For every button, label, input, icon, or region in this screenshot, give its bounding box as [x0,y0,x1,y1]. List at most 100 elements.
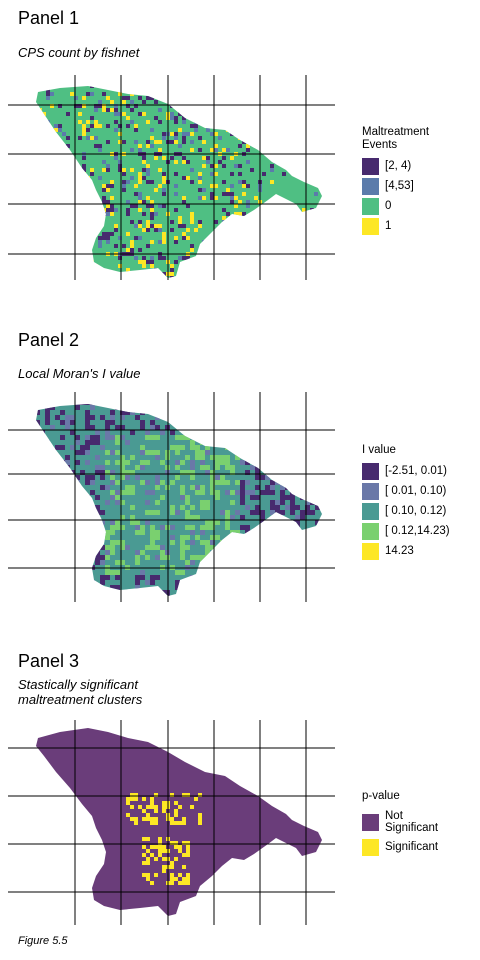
fishnet-cell [70,208,74,212]
fishnet-cell [60,600,65,605]
fishnet-cell [82,164,86,168]
fishnet-cell [80,525,85,530]
fishnet-cell [142,156,146,160]
fishnet-cell [318,128,322,132]
fishnet-cell [265,485,270,490]
fishnet-cell [155,545,160,550]
fishnet-cell [125,475,130,480]
fishnet-cell [310,585,315,590]
fishnet-cell [274,148,278,152]
fishnet-cell [255,465,260,470]
fishnet-cell [50,405,55,410]
fishnet-cell [40,595,45,596]
legend-item: [-2.51, 0.01) [362,461,450,481]
fishnet-cell [138,172,142,176]
fishnet-cell [195,490,200,495]
fishnet-cell [82,232,86,236]
fishnet-cell [182,865,186,869]
fishnet-cell [30,480,35,485]
fishnet-cell [85,530,90,535]
fishnet-cell [94,136,98,140]
fishnet-cell [45,460,50,465]
fishnet-cell [75,480,80,485]
fishnet-cell [178,256,182,260]
fishnet-cell [45,415,50,420]
fishnet-cell [185,500,190,505]
legend-item: Not Significant [362,807,438,837]
fishnet-cell [315,495,320,500]
fishnet-cell [94,144,98,148]
fishnet-cell [110,550,115,555]
fishnet-cell [294,96,298,100]
fishnet-cell [85,440,90,445]
fishnet-cell [140,465,145,470]
fishnet-cell [150,600,155,605]
fishnet-cell [198,92,202,96]
fishnet-cell [126,200,130,204]
fishnet-cell [246,144,250,148]
fishnet-cell [305,505,310,510]
fishnet-cell [170,405,175,410]
fishnet-cell [255,590,260,595]
fishnet-cell [122,284,126,288]
fishnet-cell [82,268,86,272]
fishnet-cell [162,809,166,813]
fishnet-cell [135,530,140,535]
fishnet-cell [210,525,215,530]
fishnet-cell [210,184,214,188]
fishnet-cell [300,495,305,500]
fishnet-cell [220,420,225,425]
fishnet-cell [75,460,80,465]
fishnet-cell [190,555,195,560]
fishnet-cell [314,176,318,180]
fishnet-cell [115,425,120,430]
fishnet-cell [235,535,240,540]
fishnet-cell [275,590,280,595]
fishnet-cell [110,410,115,415]
fishnet-cell [90,580,95,585]
fishnet-cell [125,490,130,495]
fishnet-cell [190,86,194,88]
fishnet-cell [75,475,80,480]
fishnet-cell [58,124,62,128]
fishnet-cell [110,180,114,184]
fishnet-cell [170,140,174,144]
fishnet-cell [145,520,150,525]
fishnet-cell [36,525,40,530]
fishnet-cell [300,595,305,596]
fishnet-cell [154,845,158,849]
fishnet-cell [246,184,250,188]
fishnet-cell [214,112,218,116]
fishnet-cell [326,96,330,100]
fishnet-cell [206,156,210,160]
fishnet-cell [82,276,86,278]
fishnet-cell [145,590,150,595]
fishnet-cell [245,555,250,560]
fishnet-cell [94,120,98,124]
fishnet-cell [60,525,65,530]
fishnet-cell [50,495,55,500]
fishnet-cell [245,420,250,425]
fishnet-cell [150,801,154,805]
fishnet-cell [240,570,245,575]
fishnet-cell [278,144,282,148]
fishnet-cell [115,405,120,410]
fishnet-cell [242,192,246,196]
fishnet-cell [90,116,94,120]
fishnet-cell [182,264,186,268]
fishnet-cell [322,156,326,160]
fishnet-cell [300,445,305,450]
fishnet-cell [145,404,150,405]
fishnet-cell [142,837,146,841]
fishnet-cell [270,168,274,172]
fishnet-cell [242,140,246,144]
fishnet-cell [222,264,226,268]
fishnet-cell [30,140,34,144]
fishnet-cell [305,500,310,505]
fishnet-cell [162,849,166,853]
fishnet-cell [155,485,160,490]
fishnet-cell [150,580,155,585]
fishnet-cell [250,425,255,430]
fishnet-cell [240,480,245,485]
fishnet-cell [306,140,310,144]
